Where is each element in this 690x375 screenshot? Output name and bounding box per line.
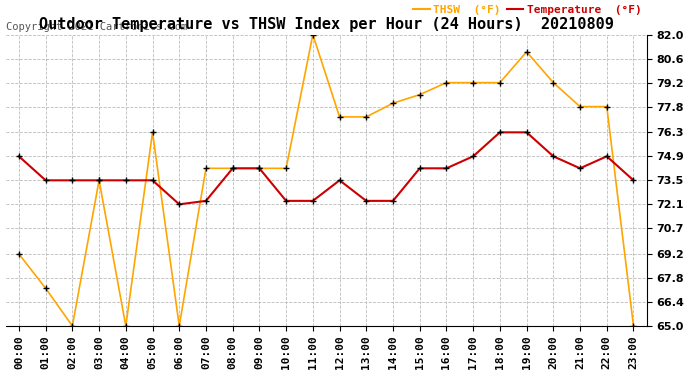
Title: Outdoor Temperature vs THSW Index per Hour (24 Hours)  20210809: Outdoor Temperature vs THSW Index per Ho… xyxy=(39,17,613,32)
Text: Copyright 2021 Cartronics.com: Copyright 2021 Cartronics.com xyxy=(6,22,187,32)
Legend: THSW  (°F), Temperature  (°F): THSW (°F), Temperature (°F) xyxy=(413,5,641,15)
